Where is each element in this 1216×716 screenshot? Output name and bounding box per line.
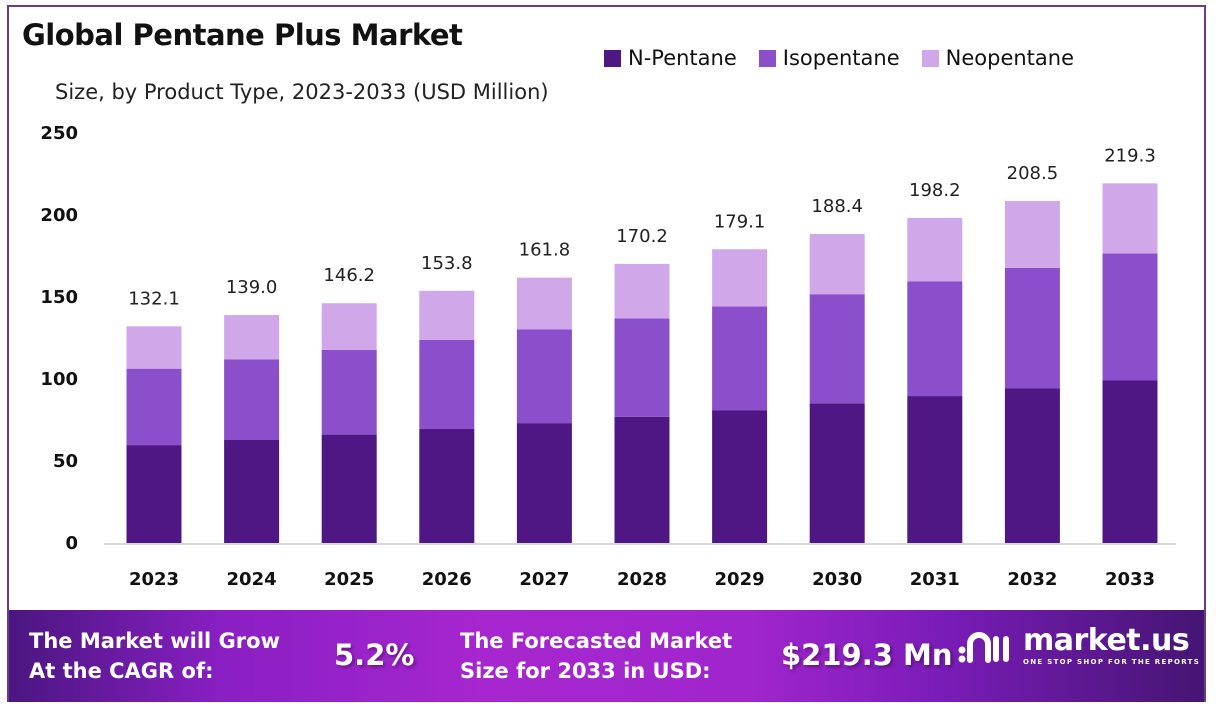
bar-segment-n-pentane-2023 bbox=[126, 445, 182, 543]
bar-total-label: 208.5 bbox=[1007, 163, 1059, 184]
y-tick-label: 250 bbox=[40, 123, 78, 144]
chart-subtitle: Size, by Product Type, 2023-2033 (USD Mi… bbox=[55, 80, 549, 104]
y-tick-label: 150 bbox=[40, 287, 78, 308]
y-tick-label: 200 bbox=[40, 205, 78, 226]
brand-tagline: ONE STOP SHOP FOR THE REPORTS bbox=[1023, 658, 1201, 666]
y-tick-label: 0 bbox=[65, 533, 78, 554]
bar-segment-neopentane-2023 bbox=[126, 326, 182, 369]
bar-total-label: 146.2 bbox=[323, 265, 375, 286]
bar-segment-isopentane-2024 bbox=[224, 359, 280, 441]
chart-title: Global Pentane Plus Market bbox=[22, 18, 463, 52]
bar-segment-isopentane-2030 bbox=[809, 294, 865, 404]
bar-total-label: 179.1 bbox=[714, 211, 766, 232]
bar-total-label: 139.0 bbox=[226, 277, 278, 298]
bar-total-label: 132.1 bbox=[128, 288, 180, 309]
legend-swatch-n-pentane bbox=[604, 49, 621, 67]
legend-swatch-neopentane bbox=[921, 49, 939, 67]
legend-item-isopentane: Isopentane bbox=[758, 46, 900, 70]
bar-segment-neopentane-2033 bbox=[1102, 183, 1158, 254]
legend-item-neopentane: Neopentane bbox=[921, 46, 1075, 70]
bar-segment-n-pentane-2026 bbox=[419, 429, 475, 543]
bar-segment-neopentane-2029 bbox=[712, 249, 768, 307]
market-us-logo-icon bbox=[958, 632, 1009, 663]
bar-total-label: 198.2 bbox=[909, 180, 961, 201]
legend: N-Pentane Isopentane Neopentane bbox=[604, 46, 1096, 70]
x-tick-label: 2031 bbox=[910, 569, 960, 590]
bar-segment-isopentane-2027 bbox=[516, 329, 572, 424]
forecast-label: The Forecasted Market Size for 2033 in U… bbox=[460, 626, 732, 686]
bar-segment-isopentane-2025 bbox=[321, 349, 377, 435]
brand-logo: market.us ONE STOP SHOP FOR THE REPORTS bbox=[957, 626, 1200, 666]
legend-swatch-isopentane bbox=[758, 49, 776, 67]
bar-segment-isopentane-2029 bbox=[712, 306, 768, 411]
bar-total-label: 153.8 bbox=[421, 253, 473, 274]
bar-total-label: 170.2 bbox=[616, 226, 668, 247]
bar-segment-n-pentane-2028 bbox=[614, 416, 670, 543]
brand-name: market.us bbox=[1023, 623, 1190, 658]
forecast-label-line2: Size for 2033 in USD: bbox=[460, 659, 711, 683]
bar-segment-neopentane-2027 bbox=[516, 277, 572, 330]
x-tick-label: 2029 bbox=[715, 569, 765, 590]
bar-segment-isopentane-2028 bbox=[614, 318, 670, 417]
x-tick-label: 2027 bbox=[519, 569, 569, 590]
x-tick-label: 2025 bbox=[324, 569, 374, 590]
bar-segment-neopentane-2032 bbox=[1004, 201, 1060, 268]
x-tick-label: 2024 bbox=[227, 569, 277, 590]
y-tick-label: 50 bbox=[53, 451, 78, 472]
bar-segment-neopentane-2024 bbox=[224, 315, 280, 360]
bar-segment-isopentane-2023 bbox=[126, 368, 182, 446]
bar-segment-n-pentane-2030 bbox=[809, 403, 865, 543]
bar-total-label: 161.8 bbox=[519, 240, 571, 261]
bar-segment-n-pentane-2024 bbox=[224, 440, 280, 543]
legend-label-n-pentane: N-Pentane bbox=[628, 46, 737, 70]
bar-segment-neopentane-2028 bbox=[614, 263, 670, 319]
bar-segment-neopentane-2030 bbox=[809, 234, 865, 295]
bar-segment-n-pentane-2027 bbox=[516, 423, 572, 543]
cagr-label-line2: At the CAGR of: bbox=[29, 659, 214, 683]
stacked-bar-chart: 0 50 100 150 200 250 132.1 2023 139.0 2024 146.2 20… bbox=[40, 123, 1176, 590]
bar-segment-isopentane-2031 bbox=[907, 281, 963, 397]
x-tick-label: 2032 bbox=[1007, 569, 1057, 590]
footer-banner: The Market will Grow At the CAGR of: 5.2… bbox=[9, 610, 1204, 702]
bar-segment-n-pentane-2029 bbox=[712, 410, 768, 543]
x-tick-label: 2026 bbox=[422, 569, 472, 590]
bar-segment-neopentane-2031 bbox=[907, 217, 963, 282]
cagr-label-line1: The Market will Grow bbox=[29, 629, 280, 653]
bar-segment-neopentane-2025 bbox=[321, 303, 377, 350]
legend-label-neopentane: Neopentane bbox=[945, 46, 1075, 70]
x-tick-label: 2028 bbox=[617, 569, 667, 590]
forecast-label-line1: The Forecasted Market bbox=[460, 629, 733, 653]
bar-segment-n-pentane-2025 bbox=[321, 434, 377, 543]
x-tick-label: 2033 bbox=[1105, 569, 1155, 590]
legend-item-n-pentane: N-Pentane bbox=[604, 46, 737, 70]
bar-total-label: 188.4 bbox=[811, 196, 863, 217]
bar-segment-n-pentane-2031 bbox=[907, 396, 963, 543]
bar-segment-n-pentane-2032 bbox=[1004, 388, 1060, 543]
bar-segment-neopentane-2026 bbox=[419, 290, 475, 340]
forecast-value: $219.3 Mn bbox=[781, 638, 953, 672]
bar-segment-isopentane-2026 bbox=[419, 339, 475, 430]
bar-segment-isopentane-2033 bbox=[1102, 253, 1158, 381]
bar-segment-n-pentane-2033 bbox=[1102, 380, 1158, 543]
x-tick-label: 2030 bbox=[812, 569, 862, 590]
bar-segment-isopentane-2032 bbox=[1004, 267, 1060, 389]
cagr-label: The Market will Grow At the CAGR of: bbox=[29, 626, 280, 686]
legend-label-isopentane: Isopentane bbox=[782, 46, 900, 70]
cagr-value: 5.2% bbox=[334, 638, 415, 672]
x-tick-label: 2023 bbox=[129, 569, 179, 590]
bar-total-label: 219.3 bbox=[1104, 145, 1156, 166]
y-tick-label: 100 bbox=[40, 369, 78, 390]
